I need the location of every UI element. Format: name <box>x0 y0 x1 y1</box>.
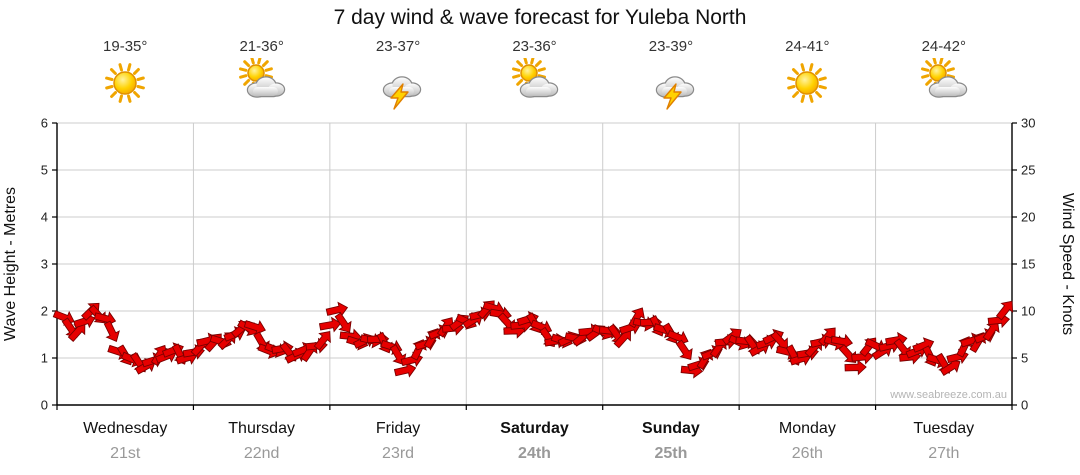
day-label: Tuesday <box>913 420 974 437</box>
wind-arrow <box>393 362 417 378</box>
thunderstorm-icon <box>643 58 699 110</box>
date-label: 24th <box>518 445 551 462</box>
date-label: 23rd <box>382 445 414 462</box>
left-tick-label: 4 <box>41 210 48 225</box>
temp-range: 23-37° <box>375 38 421 55</box>
temp-range: 24-41° <box>785 38 830 55</box>
day-label: Sunday <box>642 420 700 437</box>
wind-arrow <box>325 301 349 318</box>
right-tick-label: 25 <box>1021 163 1035 178</box>
right-tick-label: 15 <box>1021 257 1035 272</box>
watermark: www.seabreeze.com.au <box>889 389 1007 401</box>
left-tick-label: 6 <box>41 116 48 131</box>
partly-cloudy-icon <box>916 58 972 110</box>
right-tick-label: 20 <box>1021 210 1035 225</box>
date-label: 25th <box>654 445 687 462</box>
wind-arrow <box>982 321 1000 342</box>
wind-arrow <box>830 333 854 350</box>
sunny-icon <box>779 58 835 110</box>
date-label: 26th <box>792 445 823 462</box>
date-label: 27th <box>928 445 959 462</box>
wind-arrow <box>318 316 342 333</box>
left-tick-label: 1 <box>41 351 48 366</box>
right-tick-label: 0 <box>1021 398 1028 413</box>
wind-arrow <box>243 319 266 336</box>
right-tick-label: 10 <box>1021 304 1035 319</box>
wind-arrow <box>675 339 693 360</box>
day-label: Wednesday <box>83 420 167 437</box>
temp-range: 19-35° <box>103 38 148 55</box>
temp-range: 21-36° <box>239 38 284 55</box>
left-tick-label: 2 <box>41 304 48 319</box>
day-label: Friday <box>376 420 420 437</box>
left-tick-label: 0 <box>41 398 48 413</box>
date-label: 22nd <box>244 445 280 462</box>
wind-speed-series <box>52 300 1014 379</box>
wind-arrow <box>313 330 331 351</box>
right-axis-title: Wind Speed - Knots <box>1059 193 1076 335</box>
day-label: Monday <box>779 420 836 437</box>
left-tick-label: 3 <box>41 257 48 272</box>
partly-cloudy-icon <box>234 58 290 110</box>
sunny-icon <box>97 58 153 110</box>
day-label: Thursday <box>228 420 295 437</box>
wind-arrow <box>103 320 120 343</box>
chart-title: 7 day wind & wave forecast for Yuleba No… <box>333 6 747 29</box>
wind-arrow <box>995 300 1014 321</box>
temp-range: 23-36° <box>512 38 557 55</box>
left-tick-label: 5 <box>41 163 48 178</box>
left-axis-title: Wave Height - Metres <box>2 187 19 341</box>
temp-range: 24-42° <box>921 38 966 55</box>
date-label: 21st <box>110 445 141 462</box>
wind-arrow <box>844 359 867 376</box>
wind-arrow <box>334 312 352 333</box>
right-tick-label: 5 <box>1021 351 1028 366</box>
partly-cloudy-icon <box>507 58 563 110</box>
temp-range: 23-39° <box>648 38 694 55</box>
wind-arrow <box>628 307 645 329</box>
thunderstorm-icon <box>370 58 426 110</box>
wind-arrow <box>939 359 961 377</box>
right-tick-label: 30 <box>1021 116 1035 131</box>
day-label: Saturday <box>500 420 569 437</box>
